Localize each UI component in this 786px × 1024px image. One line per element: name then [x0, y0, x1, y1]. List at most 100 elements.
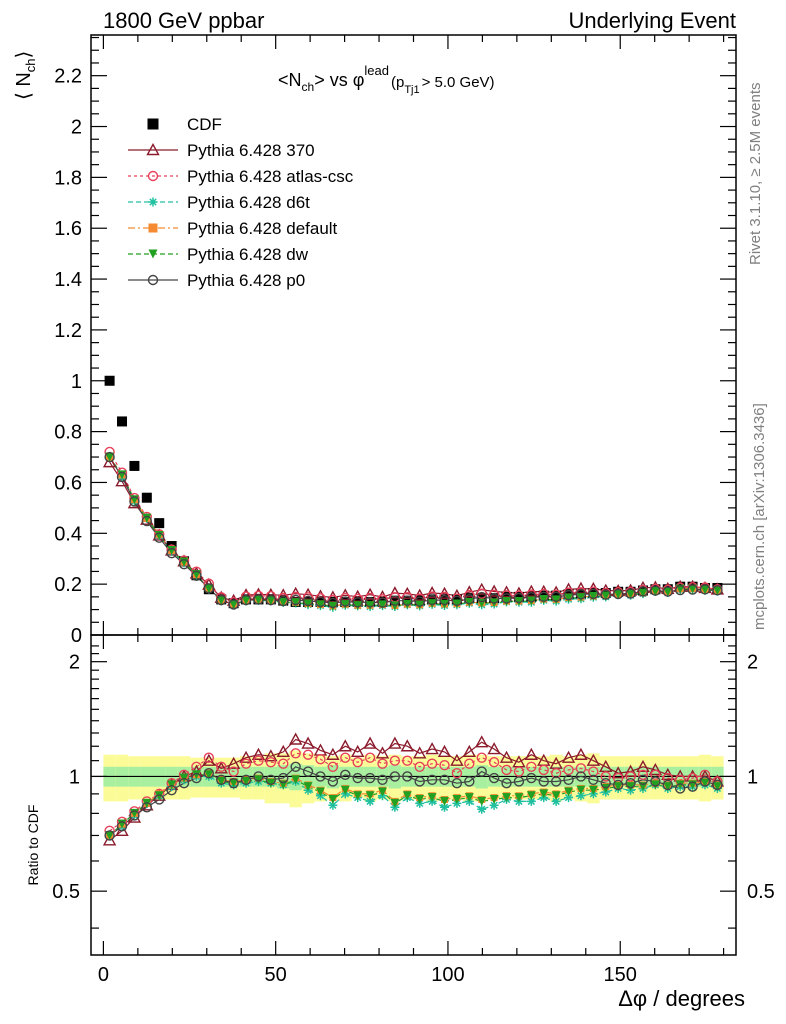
point-pythia-6-428-p0	[191, 570, 202, 582]
ratio-point-pythia-6-428-p0	[178, 777, 190, 789]
ratio-point-pythia-6-428-370	[561, 750, 576, 763]
ratio-point-pythia-6-428-dw	[613, 782, 623, 792]
ratio-point-pythia-6-428-atlas-csc	[302, 749, 314, 760]
point-pythia-6-428-p0	[538, 591, 549, 602]
ratio-point-pythia-6-428-d6t	[551, 796, 561, 806]
ratio-point-pythia-6-428-dw	[365, 791, 375, 801]
point-pythia-6-428-dw	[712, 586, 722, 596]
point-pythia-6-428-p0	[637, 586, 649, 597]
ratio-point-pythia-6-428-dw	[328, 794, 338, 804]
ratio-point-pythia-6-428-atlas-csc	[588, 766, 599, 777]
line-top-pythia-6-428-dw	[109, 456, 718, 607]
top-ylabel-open: ⟨ N	[13, 72, 35, 100]
plot-title-lead: lead	[364, 63, 389, 78]
ratio-point-pythia-6-428-370	[450, 753, 464, 766]
ratio-point-pythia-6-428-370	[636, 759, 650, 772]
ratio-point-pythia-6-428-370	[388, 736, 402, 749]
point-pythia-6-428-dw	[105, 452, 115, 462]
point-pythia-6-428-dw	[638, 588, 648, 598]
cdf-point	[489, 593, 500, 604]
ratio-point-pythia-6-428-370	[524, 747, 539, 760]
mcplots-label: mcplots.cern.ch [arXiv:1306.3436]	[751, 403, 768, 630]
ratio-point-pythia-6-428-p0	[637, 774, 649, 785]
ratio-point-pythia-6-428-d6t	[489, 800, 499, 810]
point-pythia-6-428-p0	[154, 532, 165, 543]
ratio-point-pythia-6-428-dw	[353, 791, 363, 801]
top-ylabel-close: ⟩	[13, 51, 35, 59]
legend-label: Pythia 6.428 default	[187, 219, 338, 238]
point-pythia-6-428-dw	[142, 513, 152, 523]
point-pythia-6-428-dw	[688, 584, 698, 594]
ratio-point-pythia-6-428-atlas-csc	[290, 748, 301, 759]
ratio-point-pythia-6-428-atlas-csc	[228, 766, 239, 777]
legend-label: Pythia 6.428 atlas-csc	[187, 167, 354, 186]
point-pythia-6-428-p0	[563, 589, 574, 601]
ratio-point-pythia-6-428-dw	[167, 780, 177, 790]
legend-marker	[146, 143, 160, 156]
ratio-point-pythia-6-428-dw	[216, 776, 226, 786]
ratio-point-pythia-6-428-dw	[440, 796, 450, 806]
ratio-point-pythia-6-428-dw	[105, 830, 115, 840]
ratio-point-pythia-6-428-p0	[315, 771, 326, 782]
ratio-point-pythia-6-428-p0	[464, 776, 475, 787]
ratio-point-pythia-6-428-dw	[402, 791, 412, 801]
point-pythia-6-428-dw	[253, 595, 263, 605]
top-y-tick-label: 0.8	[54, 422, 82, 444]
legend-label: Pythia 6.428 370	[187, 141, 315, 160]
legend-marker	[148, 197, 158, 207]
ratio-point-pythia-6-428-dw	[191, 770, 201, 780]
legend-label: Pythia 6.428 dw	[187, 245, 309, 264]
plot-title-nch: <N	[278, 70, 302, 90]
ratio-point-pythia-6-428-atlas-csc	[501, 764, 512, 776]
ratio-point-pythia-6-428-p0	[712, 779, 723, 791]
ratio-point-pythia-6-428-p0	[166, 785, 177, 796]
ratio-point-pythia-6-428-370	[487, 742, 501, 755]
point-pythia-6-428-p0	[389, 595, 401, 606]
point-pythia-6-428-p0	[650, 585, 661, 596]
ratio-point-pythia-6-428-p0	[129, 810, 140, 821]
ratio-point-pythia-6-428-370	[239, 750, 253, 763]
x-tick-label: 0	[98, 964, 109, 986]
series-markers	[102, 375, 725, 846]
point-pythia-6-428-p0	[451, 595, 463, 607]
point-pythia-6-428-p0	[104, 451, 115, 463]
ratio-point-pythia-6-428-370	[586, 753, 601, 766]
point-pythia-6-428-p0	[228, 599, 239, 610]
ratio-point-pythia-6-428-dw	[650, 780, 660, 790]
ratio-point-pythia-6-428-370	[499, 750, 514, 763]
ratio-point-pythia-6-428-atlas-csc	[439, 760, 450, 771]
ratio-point-pythia-6-428-370	[425, 742, 439, 755]
ratio-point-pythia-6-428-dw	[539, 789, 549, 799]
ratio-point-pythia-6-428-dw	[427, 793, 437, 803]
point-pythia-6-428-370	[388, 586, 402, 599]
point-pythia-6-428-p0	[327, 597, 339, 609]
legend-marker	[147, 274, 159, 286]
ratio-point-pythia-6-428-atlas-csc	[377, 758, 388, 769]
ratio-point-pythia-6-428-p0	[377, 774, 388, 785]
bottom-ylabel: Ratio to CDF	[25, 805, 41, 886]
top-y-tick-label: 1.2	[54, 320, 82, 342]
ratio-point-pythia-6-428-atlas-csc	[625, 771, 636, 782]
ratio-point-pythia-6-428-atlas-csc	[327, 761, 339, 772]
ratio-point-pythia-6-428-dw	[675, 780, 685, 790]
point-pythia-6-428-dw	[377, 600, 387, 610]
ratio-point-pythia-6-428-dw	[291, 775, 301, 785]
ratio-point-pythia-6-428-atlas-csc	[575, 763, 587, 774]
ratio-point-pythia-6-428-p0	[240, 774, 252, 785]
ratio-point-pythia-6-428-dw	[477, 796, 487, 806]
plot-title-cut: > 5.0 GeV)	[422, 74, 495, 91]
ratio-point-pythia-6-428-p0	[501, 777, 512, 789]
point-pythia-6-428-dw	[229, 599, 239, 609]
point-pythia-6-428-dw	[303, 599, 313, 609]
point-pythia-6-428-p0	[662, 586, 673, 597]
ratio-point-pythia-6-428-p0	[364, 772, 376, 784]
ratio-point-pythia-6-428-d6t	[328, 800, 338, 810]
point-pythia-6-428-p0	[476, 591, 487, 603]
axes-frames: 0 50 100 150 0 0.2 0.4 0.6 0.8 1 1.2 1.4 1.6 1.8 2 2.2 0…	[52, 34, 775, 986]
line-top-pythia-6-428-d6t	[109, 456, 718, 608]
plot-title-vs: > vs φ	[314, 70, 364, 90]
ratio-y-tick-label-right: 2	[747, 652, 758, 674]
point-pythia-6-428-dw	[502, 596, 512, 606]
ratio-point-pythia-6-428-370	[350, 744, 365, 758]
point-pythia-6-428-dw	[241, 595, 251, 605]
